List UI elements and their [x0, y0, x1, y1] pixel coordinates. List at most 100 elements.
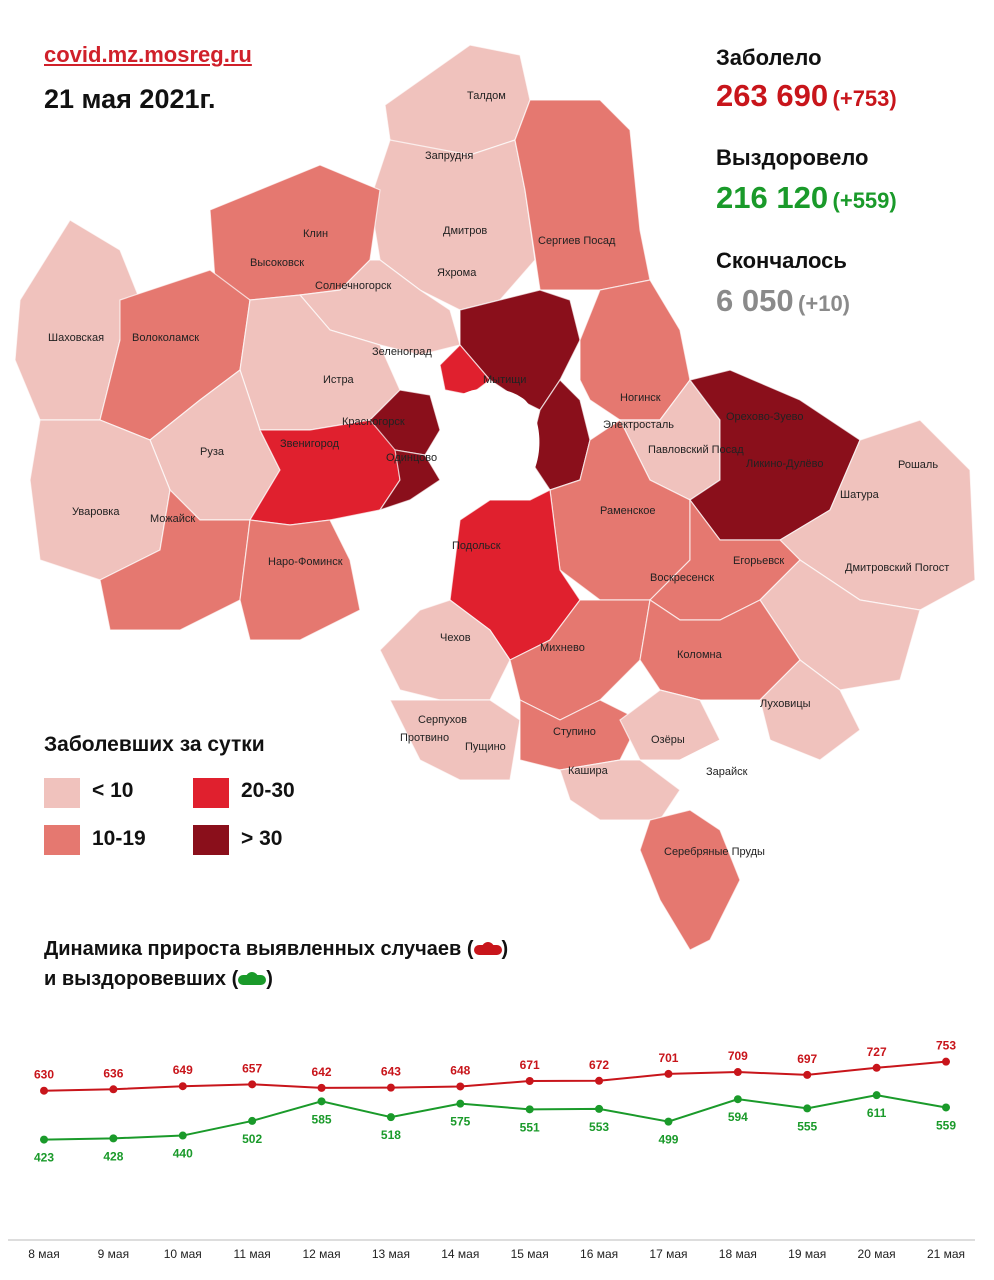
- label-elektrostal: Электросталь: [603, 419, 674, 431]
- x-tick-label: 16 мая: [580, 1247, 618, 1261]
- label-voskresensk: Воскресенск: [650, 572, 714, 584]
- label-noginsk: Ногинск: [620, 392, 661, 404]
- x-tick-label: 9 мая: [98, 1247, 129, 1261]
- recovered-point: [872, 1091, 881, 1100]
- cases-stat: 263 690 (+753): [716, 78, 897, 114]
- label-serebryanye: Серебряные Пруды: [664, 846, 765, 858]
- district-odintsovo[interactable]: [378, 449, 441, 512]
- label-chekhov: Чехов: [440, 632, 471, 644]
- label-egorievsk: Егорьевск: [733, 555, 784, 567]
- label-podolsk: Подольск: [452, 540, 501, 552]
- cases-line-marker-icon: [473, 941, 502, 955]
- legend-swatch-lt10: [44, 778, 80, 808]
- label-uvarovka: Уваровка: [72, 506, 120, 518]
- cases-data-label: 672: [589, 1058, 609, 1072]
- label-istra: Истра: [323, 374, 355, 386]
- legend-label-10-19: 10-19: [92, 827, 146, 850]
- label-kashira: Кашира: [568, 765, 609, 777]
- district-sergiev[interactable]: [514, 99, 651, 291]
- recovered-data-label: 559: [936, 1118, 956, 1132]
- cases-series-line: [43, 1060, 947, 1092]
- label-zvenigorod: Звенигород: [280, 438, 340, 450]
- recovered-point: [248, 1116, 257, 1125]
- recovered-label: Выздоровело: [716, 145, 869, 170]
- label-zaraysk: Зарайск: [706, 766, 748, 778]
- label-dmitrov: Дмитров: [443, 225, 487, 237]
- label-ruza: Руза: [200, 446, 225, 458]
- cases-data-label: 630: [34, 1068, 54, 1082]
- recovered-line-marker-icon: [238, 971, 267, 985]
- dynamics-title-line2: и выздоровевших (: [44, 968, 239, 990]
- label-stupino: Ступино: [553, 726, 596, 738]
- recovered-point: [386, 1113, 395, 1122]
- district-kashira[interactable]: [559, 759, 681, 821]
- deaths-value: 6 050: [716, 283, 794, 318]
- x-tick-label: 10 мая: [164, 1247, 202, 1261]
- recovered-point: [109, 1134, 118, 1143]
- region-map: Талдом Запрудня Дмитров Сергиев Посад Кл…: [14, 44, 976, 951]
- label-shakhovskaya: Шаховская: [48, 332, 104, 344]
- recovered-point: [733, 1095, 742, 1104]
- x-tick-label: 15 мая: [511, 1247, 549, 1261]
- recovered-point: [942, 1103, 950, 1112]
- label-mikhnevo: Михнево: [540, 642, 585, 654]
- label-yakhroma: Яхрома: [437, 267, 477, 279]
- x-tick-label: 20 мая: [858, 1247, 896, 1261]
- legend-label-lt10: < 10: [92, 779, 134, 802]
- label-zaprudnya: Запрудня: [425, 150, 473, 162]
- label-roshal: Рошаль: [898, 459, 938, 471]
- district-serebryanye[interactable]: [639, 809, 741, 951]
- site-link[interactable]: covid.mz.mosreg.ru: [44, 42, 252, 67]
- cases-data-label: 642: [312, 1065, 332, 1079]
- label-vysokovsk: Высоковск: [250, 257, 304, 269]
- district-khimki[interactable]: [439, 344, 491, 396]
- x-tick-label: 14 мая: [441, 1247, 479, 1261]
- recovered-value: 216 120: [716, 180, 829, 215]
- cases-point: [733, 1068, 742, 1077]
- recovered-data-label: 423: [34, 1151, 54, 1165]
- recovered-point: [595, 1104, 604, 1113]
- recovered-data-label: 502: [242, 1132, 262, 1146]
- label-lukhovitsy: Луховицы: [760, 698, 811, 710]
- cases-data-label: 701: [658, 1051, 678, 1065]
- label-orekhovo: Орехово-Зуево: [726, 411, 804, 423]
- cases-value: 263 690: [716, 78, 829, 113]
- cases-point: [317, 1083, 326, 1092]
- x-tick-label: 18 мая: [719, 1247, 757, 1261]
- x-tick-label: 21 мая: [927, 1247, 965, 1261]
- label-volokolamsk: Волоколамск: [132, 332, 199, 344]
- cases-data-label: 649: [173, 1063, 193, 1077]
- recovered-data-label: 551: [520, 1120, 540, 1134]
- recovered-series-line: [43, 1094, 947, 1141]
- cases-point: [872, 1063, 881, 1072]
- moscow-area: [440, 388, 540, 499]
- x-tick-label: 19 мая: [788, 1247, 826, 1261]
- district-zaraysk[interactable]: [679, 739, 811, 831]
- x-tick-label: 13 мая: [372, 1247, 410, 1261]
- district-serpukhov[interactable]: [389, 699, 521, 781]
- label-krasnogorsk: Красногорск: [342, 416, 405, 428]
- cases-point: [178, 1082, 187, 1091]
- cases-point: [248, 1080, 257, 1089]
- legend-title: Заболевших за сутки: [44, 733, 265, 756]
- recovered-data-label: 555: [797, 1119, 817, 1133]
- label-protvino: Протвино: [400, 732, 449, 744]
- cases-data-label: 671: [520, 1058, 540, 1072]
- label-odintsovo: Одинцово: [386, 452, 437, 464]
- recovered-data-label: 428: [103, 1149, 123, 1163]
- dynamics-title-line1-end: ): [501, 938, 509, 960]
- label-ozyory: Озёры: [651, 734, 685, 746]
- recovered-data-label: 611: [867, 1106, 887, 1120]
- x-tick-label: 12 мая: [302, 1247, 340, 1261]
- x-tick-label: 11 мая: [234, 1247, 271, 1261]
- recovered-point: [664, 1117, 673, 1126]
- cases-data-label: 697: [797, 1052, 817, 1066]
- recovered-data-label: 499: [658, 1133, 678, 1147]
- cases-data-label: 636: [103, 1066, 123, 1080]
- district-naro-fominsk[interactable]: [239, 519, 361, 641]
- label-dmitrovsky-pogost: Дмитровский Погост: [845, 562, 949, 574]
- label-zelenograd: Зеленоград: [372, 346, 432, 358]
- label-mozhaisk: Можайск: [150, 513, 195, 525]
- label-mytishchi: Мытищи: [483, 374, 526, 386]
- recovered-delta: (+559): [832, 188, 897, 213]
